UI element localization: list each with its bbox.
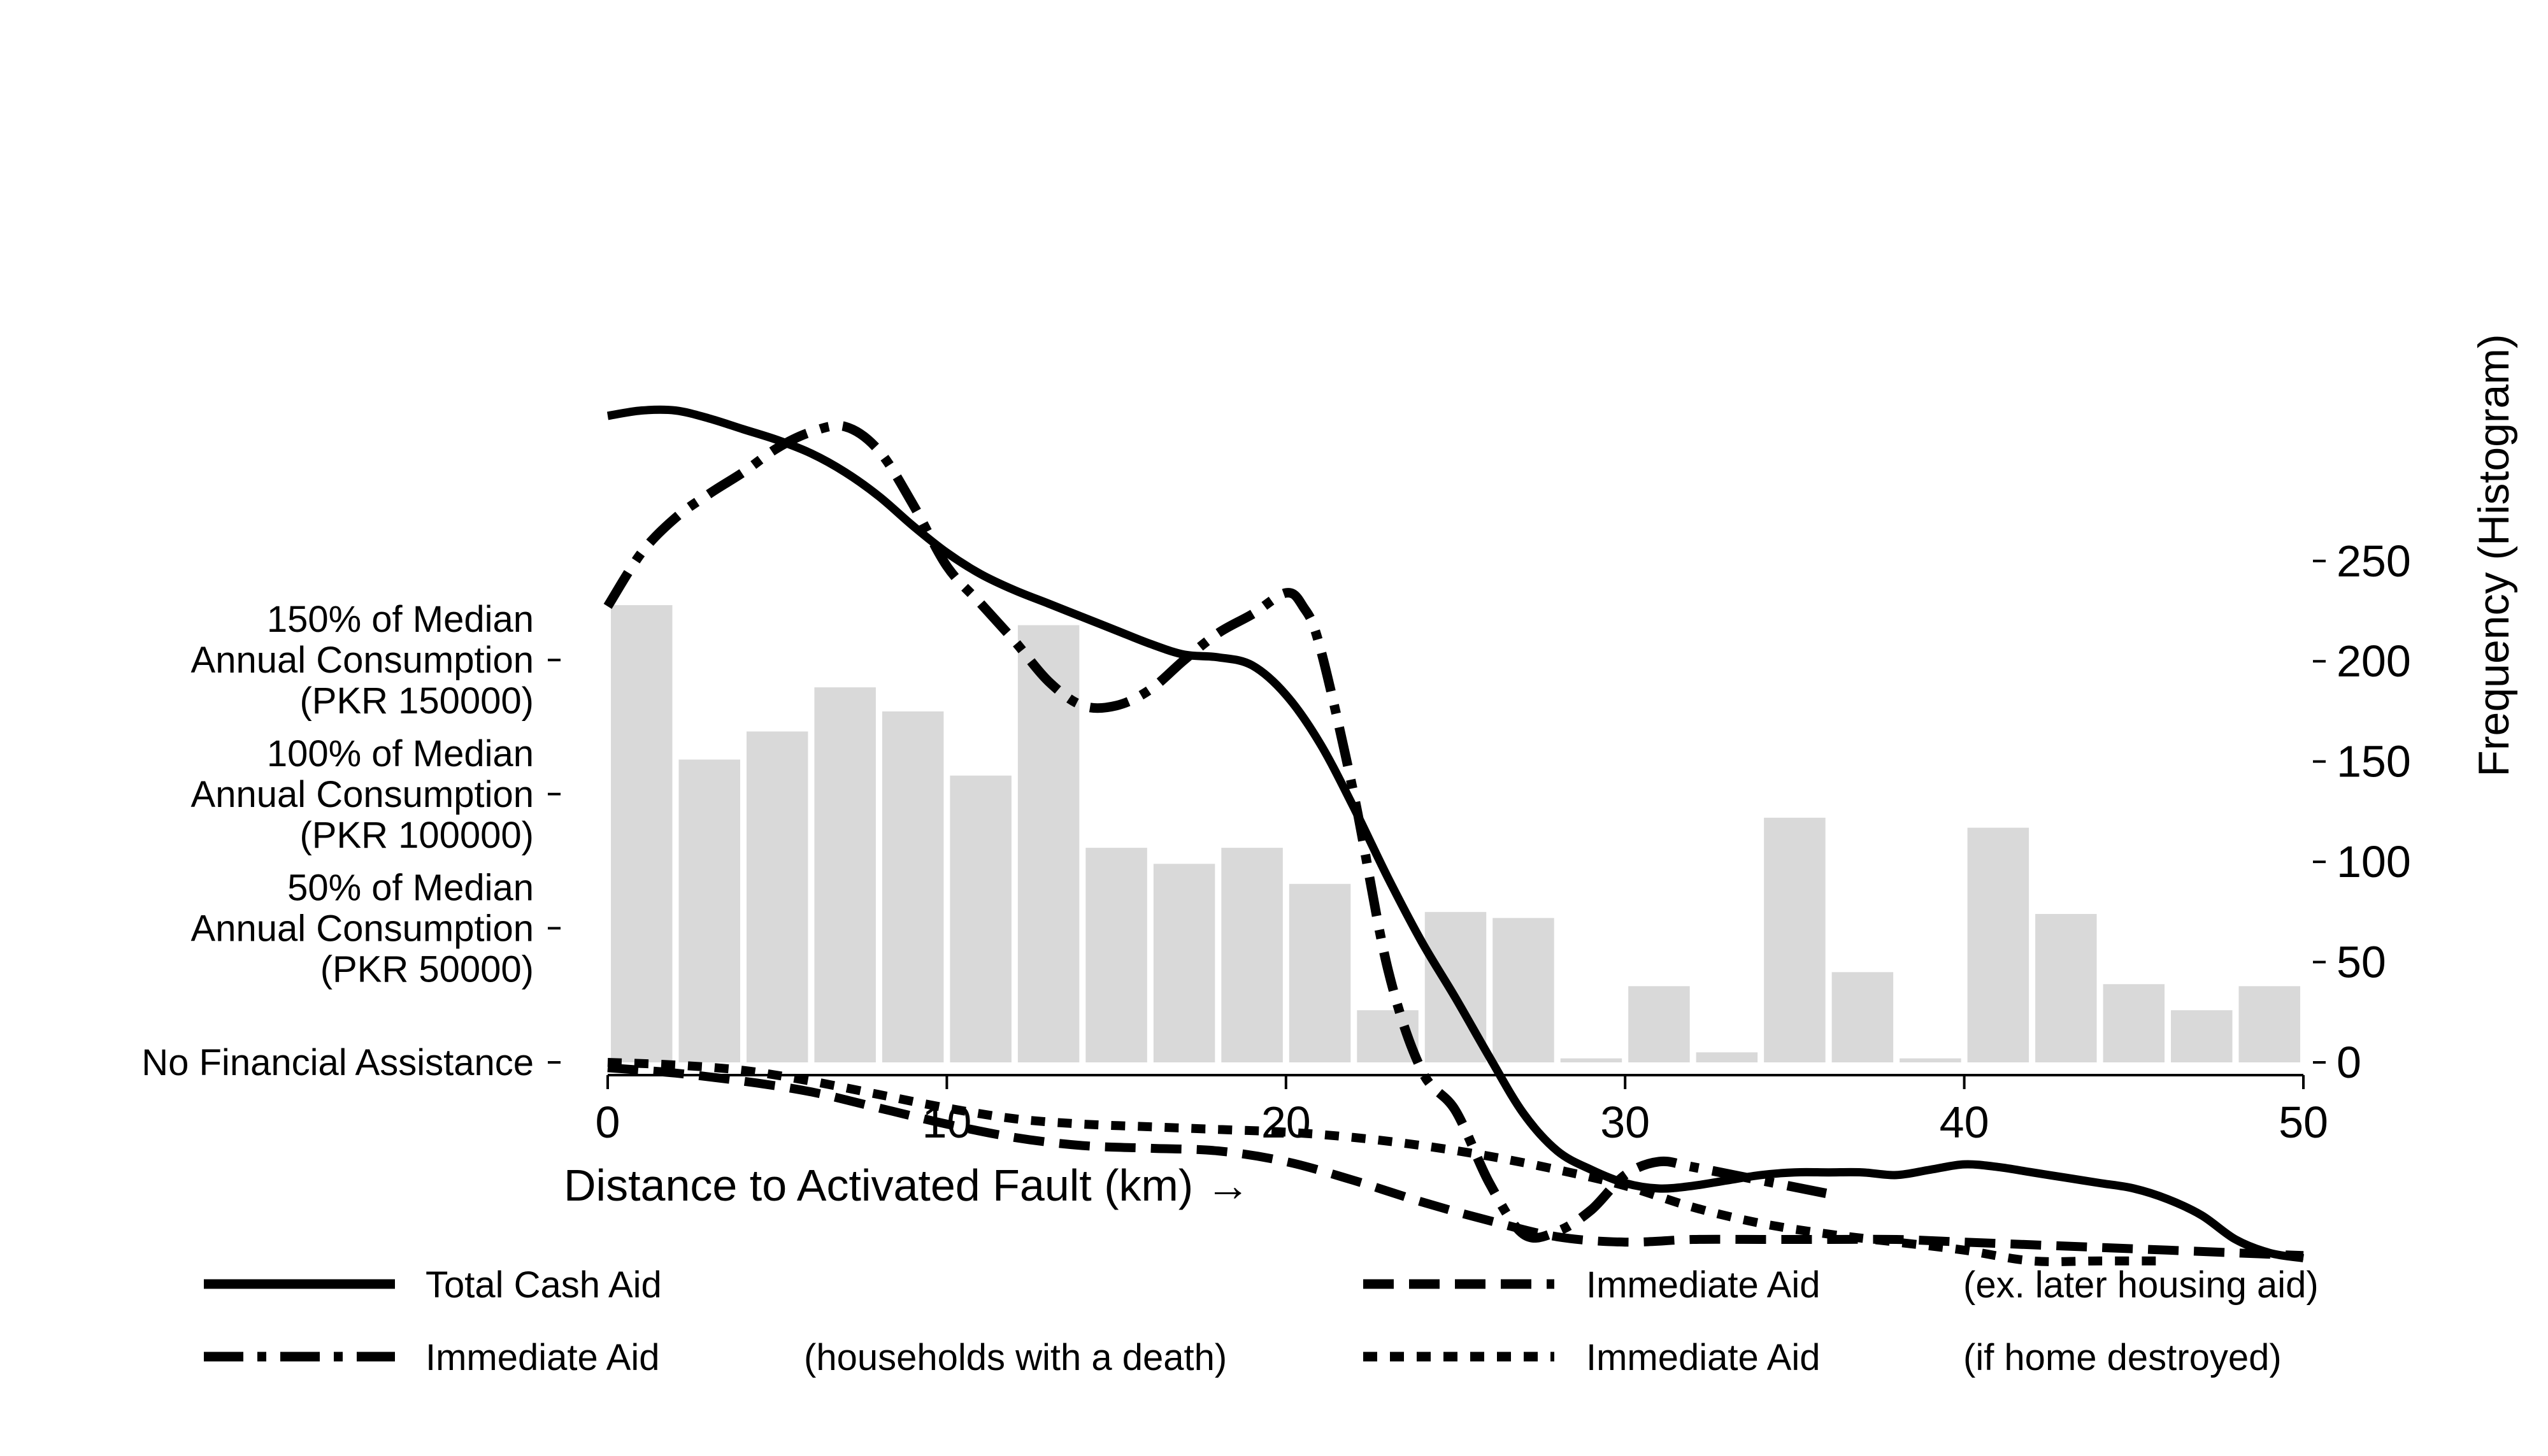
hist-bar-2: [746, 731, 808, 1062]
series-line-dashdot: [603, 420, 1830, 1243]
y-tick-label: Annual Consumption: [191, 639, 534, 681]
hist-bar-23: [2171, 1010, 2233, 1062]
y-tick-label: 150% of Median: [267, 599, 534, 640]
hist-bar-4: [882, 711, 944, 1062]
y-tick-label: No Financial Assistance: [141, 1042, 534, 1083]
hist-bar-13: [1492, 918, 1554, 1062]
legend-label: Immediate Aid: [426, 1337, 660, 1378]
y-tick-label: Annual Consumption: [191, 774, 534, 815]
legend-note: (households with a death): [804, 1337, 1227, 1378]
x-tick-label: 10: [922, 1097, 971, 1147]
hist-bar-9: [1221, 848, 1283, 1062]
x-tick-label: 50: [2279, 1097, 2328, 1147]
series-lines: [603, 405, 2305, 1266]
hist-bar-20: [1967, 827, 2029, 1062]
hist-bar-15: [1628, 986, 1690, 1062]
hist-bar-24: [2238, 986, 2300, 1062]
legend-label: Immediate Aid: [1586, 1264, 1821, 1306]
hist-bar-5: [950, 775, 1012, 1062]
hist-bar-19: [1900, 1058, 1961, 1062]
y2-tick-label: 200: [2337, 636, 2411, 686]
hist-bar-21: [2035, 913, 2097, 1062]
y-tick-label: Annual Consumption: [191, 908, 534, 949]
hist-bar-1: [678, 759, 740, 1062]
x-tick-label: 30: [1600, 1097, 1650, 1147]
hist-bar-18: [1831, 972, 1894, 1062]
hist-bar-3: [814, 687, 876, 1062]
legend-note: (ex. later housing aid): [1963, 1264, 2319, 1306]
x-tick-label: 0: [596, 1097, 620, 1147]
x-axis-label: Distance to Activated Fault (km) →: [564, 1160, 1250, 1210]
legend-label: Immediate Aid: [1586, 1337, 1821, 1378]
y2-tick-label: 50: [2337, 938, 2386, 987]
hist-bar-8: [1153, 864, 1215, 1062]
series-line-dashed: [607, 1063, 2304, 1260]
hist-bar-22: [2103, 984, 2165, 1062]
hist-bar-6: [1017, 625, 1080, 1062]
hist-bar-17: [1764, 817, 1826, 1062]
y2-tick-label: 250: [2337, 536, 2411, 586]
y-tick-label: 50% of Median: [287, 867, 534, 908]
hist-bar-16: [1696, 1052, 1758, 1062]
right-axis-label: Frequency (Histogram): [2470, 334, 2518, 776]
y-tick-label: 100% of Median: [267, 733, 534, 774]
y2-tick-label: 100: [2337, 837, 2411, 887]
legend-label: Total Cash Aid: [426, 1264, 662, 1306]
hist-bar-7: [1085, 848, 1147, 1062]
y2-tick-label: 150: [2337, 737, 2411, 787]
x-tick-label: 20: [1261, 1097, 1311, 1147]
series-line-solid: [606, 405, 2305, 1262]
y2-tick-label: 0: [2337, 1038, 2361, 1087]
legend-note: (if home destroyed): [1963, 1337, 2282, 1378]
y-tick-label: (PKR 100000): [299, 815, 534, 856]
x-tick-label: 40: [1940, 1097, 1989, 1147]
hist-bar-10: [1289, 883, 1351, 1062]
legend: Total Cash Aid Immediate Aid (households w…: [204, 1264, 2319, 1378]
hist-bar-14: [1560, 1058, 1622, 1062]
y-tick-label: (PKR 50000): [320, 948, 534, 990]
y-tick-label: (PKR 150000): [299, 680, 534, 722]
series-line-dotted: [607, 1058, 2168, 1266]
hist-bar-0: [611, 605, 673, 1062]
